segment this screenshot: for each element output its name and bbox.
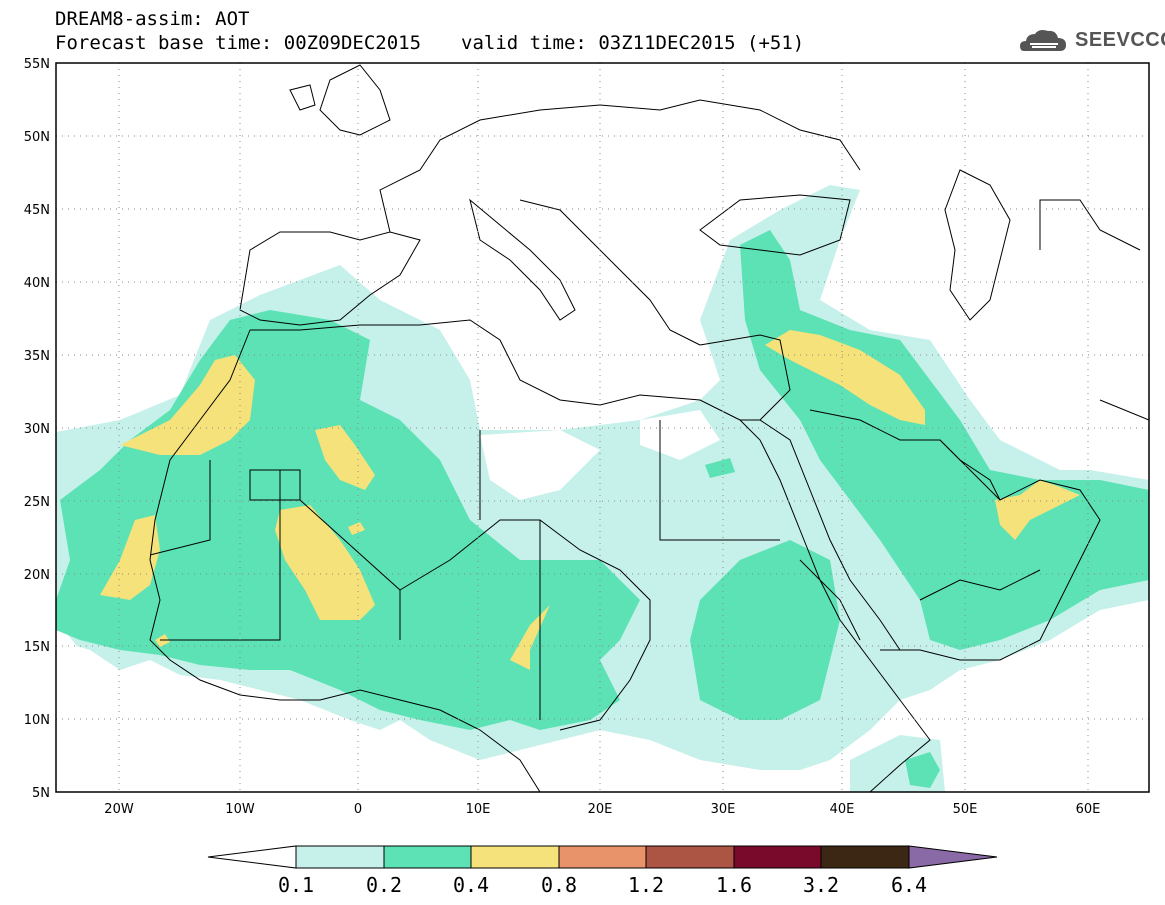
colorbar-label: 0.2 — [366, 873, 402, 897]
lon-axis: 20W 10W 0 10E 20E 30E 40E 50E 60E — [104, 802, 1100, 817]
cloud-logo-icon — [1020, 30, 1066, 51]
lat-label: 25N — [24, 495, 50, 510]
lon-label: 0 — [354, 802, 362, 817]
lat-label: 30N — [24, 422, 50, 437]
colorbar-segment — [733, 845, 822, 869]
colorbar-label: 0.8 — [541, 873, 577, 897]
lon-label: 40E — [830, 802, 855, 817]
lon-label: 20E — [588, 802, 613, 817]
map-frame — [55, 62, 1150, 793]
colorbar-label: 0.1 — [278, 873, 314, 897]
colorbar-label: 1.2 — [628, 873, 664, 897]
lon-label: 10E — [466, 802, 491, 817]
lat-label: 40N — [24, 276, 50, 291]
colorbar-segment — [645, 845, 735, 869]
valid-time: valid time: 03Z11DEC2015 (+51) — [461, 32, 805, 54]
colorbar-label: 3.2 — [803, 873, 839, 897]
logo-text: SEEVCCC — [1075, 29, 1165, 51]
coastlines — [149, 64, 1149, 792]
colorbar-segment — [820, 845, 910, 869]
colorbar-over-triangle — [908, 845, 998, 869]
map-title: DREAM8-assim: AOT — [55, 8, 250, 30]
lat-label: 55N — [24, 57, 50, 72]
lon-label: 50E — [953, 802, 978, 817]
colorbar-label: 6.4 — [891, 873, 927, 897]
colorbar-segment — [295, 845, 385, 869]
lat-label: 50N — [24, 130, 50, 145]
lat-label: 35N — [24, 349, 50, 364]
lat-label: 10N — [24, 713, 50, 728]
lat-axis: 5N 10N 15N 20N 25N 30N 35N 40N 45N 50N 5… — [24, 57, 50, 801]
aot-layer-0.4 — [100, 330, 1080, 670]
lon-label: 10W — [225, 802, 255, 817]
colorbar-label: 0.4 — [453, 873, 489, 897]
colorbar: 0.1 0.2 0.4 0.8 1.2 1.6 3.2 6.4 — [207, 845, 998, 897]
colorbar-segment — [383, 845, 472, 869]
lon-label: 20W — [104, 802, 134, 817]
time-info: Forecast base time: 00Z09DEC2015 valid ti… — [55, 33, 804, 53]
colorbar-segment — [470, 845, 560, 869]
colorbar-segment — [558, 845, 647, 869]
lat-label: 15N — [24, 640, 50, 655]
base-time: Forecast base time: 00Z09DEC2015 — [55, 32, 422, 54]
lon-label: 30E — [711, 802, 736, 817]
colorbar-under-triangle — [207, 845, 297, 869]
lat-label: 45N — [24, 203, 50, 218]
lat-label: 5N — [32, 786, 50, 801]
colorbar-label: 1.6 — [716, 873, 752, 897]
lat-label: 20N — [24, 568, 50, 583]
lon-label: 60E — [1076, 802, 1101, 817]
lat-lon-grid — [56, 63, 1149, 792]
